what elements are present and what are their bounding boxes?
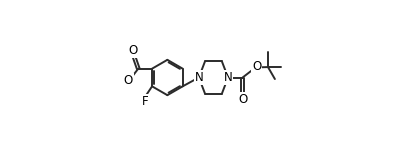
- Text: N: N: [194, 71, 203, 84]
- Text: O: O: [252, 60, 261, 73]
- Text: N: N: [223, 71, 232, 84]
- Text: F: F: [142, 95, 148, 108]
- Text: O: O: [128, 44, 137, 57]
- Text: O: O: [238, 93, 247, 106]
- Text: O: O: [124, 74, 133, 87]
